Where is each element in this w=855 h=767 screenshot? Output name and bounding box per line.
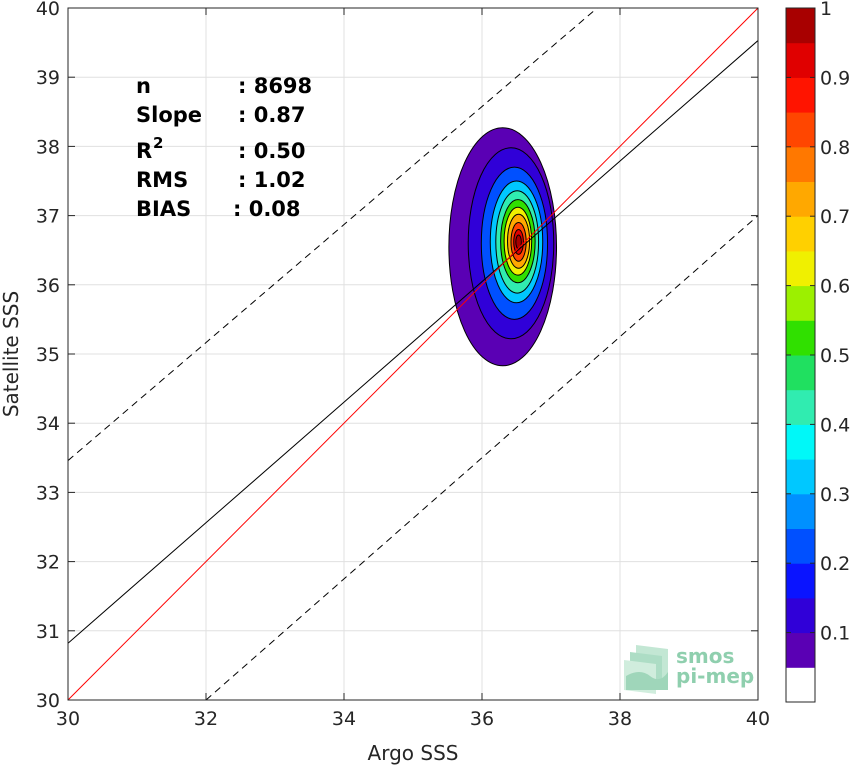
colorbar-segment bbox=[786, 459, 815, 495]
stat-rms-value: : 1.02 bbox=[238, 168, 306, 192]
x-axis-ticks: 30 32 34 36 38 40 bbox=[56, 8, 770, 730]
y-tick-label: 39 bbox=[36, 67, 60, 89]
smos-pi-mep-logo: smos pi-mep bbox=[624, 644, 754, 694]
logo-line1: smos bbox=[676, 644, 734, 668]
y-tick-label: 33 bbox=[36, 482, 60, 504]
colorbar-tick-label: 0.8 bbox=[820, 137, 850, 159]
colorbar-segment bbox=[786, 250, 815, 287]
colorbar-tick-label: 0.2 bbox=[820, 553, 850, 575]
x-tick-label: 38 bbox=[608, 708, 632, 730]
colorbar-segment bbox=[786, 77, 815, 113]
colorbar-tick-label: 0.3 bbox=[820, 484, 850, 506]
y-tick-label: 35 bbox=[36, 344, 60, 366]
colorbar bbox=[786, 8, 815, 703]
colorbar-segment bbox=[786, 146, 815, 182]
colorbar-segment bbox=[786, 493, 815, 529]
lower-bound-line bbox=[205, 215, 758, 700]
reference-lines bbox=[68, 8, 758, 700]
colorbar-ticks: 0.1 0.2 0.3 0.4 0.5 0.6 0.7 0.8 0.9 1 bbox=[786, 0, 850, 645]
stat-bias-value: : 0.08 bbox=[233, 197, 301, 221]
stat-slope-value: : 0.87 bbox=[238, 103, 306, 127]
colorbar-tick-label: 0.4 bbox=[820, 414, 850, 436]
x-tick-label: 34 bbox=[332, 708, 356, 730]
colorbar-segment bbox=[786, 667, 815, 703]
y-tick-label: 32 bbox=[36, 552, 60, 574]
colorbar-segment bbox=[786, 320, 815, 356]
logo-line2: pi-mep bbox=[676, 664, 754, 688]
stat-r2-superscript: 2 bbox=[153, 134, 163, 152]
y-tick-label: 34 bbox=[36, 413, 60, 435]
y-tick-label: 36 bbox=[36, 275, 60, 297]
colorbar-tick-label: 0.6 bbox=[820, 276, 850, 298]
y-axis-label: Satellite SSS bbox=[0, 291, 23, 417]
x-axis-label: Argo SSS bbox=[368, 741, 459, 765]
y-axis-ticks: 30 31 32 33 34 35 36 37 38 39 40 bbox=[36, 0, 758, 712]
y-tick-label: 37 bbox=[36, 206, 60, 228]
colorbar-segment bbox=[786, 389, 815, 425]
colorbar-segment bbox=[786, 563, 815, 599]
upper-bound-line bbox=[68, 8, 598, 461]
logo-icon bbox=[624, 645, 668, 694]
stat-n-label: n bbox=[136, 74, 151, 98]
colorbar-segment bbox=[786, 597, 815, 634]
colorbar-segment bbox=[786, 216, 815, 252]
colorbar-segment bbox=[786, 8, 815, 44]
stat-bias-label: BIAS bbox=[136, 197, 191, 221]
colorbar-segment bbox=[786, 528, 815, 564]
colorbar-segment bbox=[786, 181, 815, 217]
stat-r2-value: : 0.50 bbox=[238, 139, 306, 163]
stat-r2-label: R bbox=[136, 139, 152, 163]
stat-n-value: : 8698 bbox=[238, 74, 312, 98]
x-tick-label: 32 bbox=[194, 708, 218, 730]
colorbar-tick-label: 0.5 bbox=[820, 345, 850, 367]
y-tick-label: 40 bbox=[36, 0, 60, 20]
colorbar-tick-label: 0.7 bbox=[820, 206, 850, 228]
stat-slope-label: Slope bbox=[136, 103, 202, 127]
stats-annotation: n : 8698 Slope : 0.87 R 2 : 0.50 RMS : 1… bbox=[136, 74, 312, 221]
stat-rms-label: RMS bbox=[136, 168, 188, 192]
y-tick-label: 31 bbox=[36, 621, 60, 643]
colorbar-segment bbox=[786, 42, 815, 78]
colorbar-segment bbox=[786, 112, 815, 148]
y-tick-label: 38 bbox=[36, 136, 60, 158]
colorbar-segment bbox=[786, 285, 815, 321]
colorbar-tick-label: 0.1 bbox=[820, 623, 850, 645]
y-tick-label: 30 bbox=[36, 690, 60, 712]
colorbar-segment bbox=[786, 355, 815, 391]
regression-line bbox=[68, 40, 758, 644]
colorbar-segment bbox=[786, 424, 815, 460]
density-contours bbox=[448, 127, 558, 367]
identity-line bbox=[68, 8, 758, 700]
colorbar-segment bbox=[786, 632, 815, 668]
grid-lines bbox=[67, 7, 759, 701]
x-tick-label: 36 bbox=[470, 708, 494, 730]
x-tick-label: 40 bbox=[746, 708, 770, 730]
colorbar-tick-label: 1 bbox=[820, 0, 832, 20]
x-tick-label: 30 bbox=[56, 708, 80, 730]
colorbar-tick-label: 0.9 bbox=[820, 67, 850, 89]
